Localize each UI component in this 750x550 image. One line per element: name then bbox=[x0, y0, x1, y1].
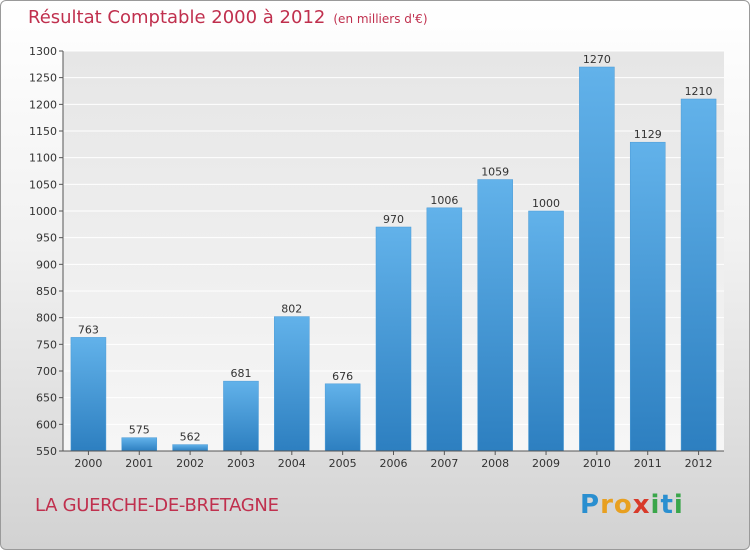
y-tick-label: 700 bbox=[36, 365, 57, 378]
x-tick-label: 2009 bbox=[532, 457, 560, 470]
y-tick-label: 1300 bbox=[29, 45, 57, 58]
x-tick-label: 2011 bbox=[634, 457, 662, 470]
bar-value-label: 575 bbox=[129, 424, 150, 437]
x-tick-label: 2012 bbox=[685, 457, 713, 470]
chart-subtitle: (en milliers d'€) bbox=[333, 12, 428, 26]
y-tick-label: 900 bbox=[36, 258, 57, 271]
bar bbox=[223, 380, 259, 452]
y-tick-label: 950 bbox=[36, 232, 57, 245]
city-name: LA GUERCHE-DE-BRETAGNE bbox=[35, 495, 279, 516]
title-text: Résultat Comptable 2000 à 2012 bbox=[28, 7, 326, 28]
bar-value-label: 1129 bbox=[634, 128, 662, 141]
y-tick-label: 550 bbox=[36, 445, 57, 458]
logo-letter: x bbox=[632, 490, 651, 520]
bar-value-label: 802 bbox=[281, 303, 302, 316]
logo-letter: i bbox=[673, 490, 684, 520]
bar bbox=[172, 444, 208, 452]
y-tick-label: 1150 bbox=[29, 125, 57, 138]
bar-value-label: 562 bbox=[180, 431, 201, 444]
bar bbox=[680, 98, 717, 452]
x-tick-label: 2007 bbox=[430, 457, 458, 470]
logo-letter: P bbox=[580, 490, 601, 520]
y-tick-label: 1000 bbox=[29, 205, 57, 218]
x-tick-label: 2005 bbox=[329, 457, 357, 470]
x-tick-label: 2002 bbox=[176, 457, 204, 470]
x-tick-label: 2003 bbox=[227, 457, 255, 470]
bar bbox=[375, 226, 412, 452]
y-tick-label: 600 bbox=[36, 418, 57, 431]
bar bbox=[426, 207, 463, 452]
bar bbox=[70, 337, 107, 452]
bar-value-label: 1006 bbox=[430, 194, 458, 207]
bar bbox=[274, 316, 310, 452]
x-tick-label: 2001 bbox=[125, 457, 153, 470]
x-tick-label: 2010 bbox=[583, 457, 611, 470]
y-tick-label: 750 bbox=[36, 338, 57, 351]
bar-value-label: 1210 bbox=[685, 85, 713, 98]
bar bbox=[121, 437, 158, 452]
chart-title: Résultat Comptable 2000 à 2012 (en millie… bbox=[28, 7, 428, 28]
x-tick-label: 2008 bbox=[481, 457, 509, 470]
bar-value-label: 681 bbox=[230, 367, 251, 380]
logo-letter: r bbox=[600, 490, 614, 520]
bar bbox=[528, 210, 564, 452]
bar-value-label: 1059 bbox=[481, 166, 509, 179]
y-tick-label: 1200 bbox=[29, 98, 57, 111]
y-tick-label: 1250 bbox=[29, 72, 57, 85]
x-tick-label: 2004 bbox=[278, 457, 306, 470]
logo-letter: o bbox=[613, 490, 633, 520]
bar-value-label: 763 bbox=[78, 323, 99, 336]
bar-value-label: 1000 bbox=[532, 197, 560, 210]
bar bbox=[477, 179, 513, 452]
y-tick-label: 1050 bbox=[29, 178, 57, 191]
x-tick-label: 2006 bbox=[380, 457, 408, 470]
logo-letter: t bbox=[660, 490, 674, 520]
y-tick-label: 1100 bbox=[29, 152, 57, 165]
x-tick-label: 2000 bbox=[74, 457, 102, 470]
bar-value-label: 970 bbox=[383, 213, 404, 226]
proxiti-logo: Proxiti bbox=[580, 490, 684, 520]
y-tick-label: 650 bbox=[36, 392, 57, 405]
bar bbox=[324, 383, 361, 452]
y-tick-label: 850 bbox=[36, 285, 57, 298]
bar bbox=[579, 66, 615, 452]
logo-letter: i bbox=[650, 490, 661, 520]
bar-value-label: 676 bbox=[332, 370, 353, 383]
y-tick-label: 800 bbox=[36, 312, 57, 325]
bar-value-label: 1270 bbox=[583, 53, 611, 66]
bar bbox=[629, 141, 666, 452]
